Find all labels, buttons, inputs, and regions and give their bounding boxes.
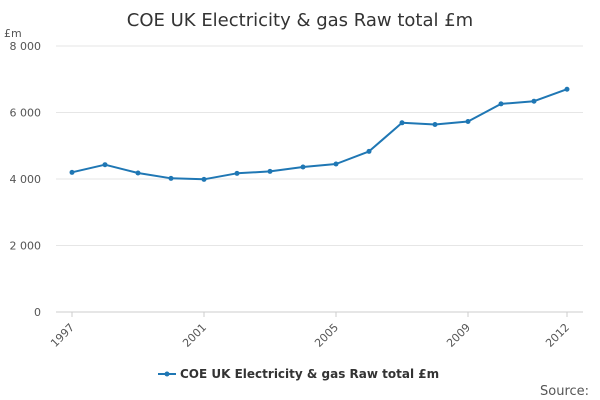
series-line[interactable] xyxy=(71,88,568,181)
legend-label: COE UK Electricity & gas Raw total £m xyxy=(180,367,439,381)
y-tick-label: 2 000 xyxy=(10,240,42,253)
data-point[interactable] xyxy=(102,162,108,168)
data-point[interactable] xyxy=(564,86,570,92)
data-point[interactable] xyxy=(366,148,372,154)
x-tick-label: 1997 xyxy=(48,321,77,350)
y-tick-label: 0 xyxy=(34,306,41,319)
legend-point-marker xyxy=(164,371,170,377)
series-layer xyxy=(69,86,570,182)
source-label: Source: xyxy=(540,384,589,399)
data-point[interactable] xyxy=(498,101,504,107)
data-point[interactable] xyxy=(234,170,240,176)
y-tick-label: 4 000 xyxy=(10,173,42,186)
y-axis-tick-labels: 0 2 000 4 000 6 000 8 000 xyxy=(10,40,42,319)
data-point[interactable] xyxy=(333,161,339,167)
data-point[interactable] xyxy=(201,176,207,182)
x-tick-label: 2009 xyxy=(444,321,473,350)
legend[interactable]: COE UK Electricity & gas Raw total £m xyxy=(158,367,439,381)
data-point[interactable] xyxy=(267,168,273,174)
data-point[interactable] xyxy=(135,170,141,176)
x-tick-label: 2005 xyxy=(312,321,341,350)
data-point[interactable] xyxy=(465,118,471,124)
data-point[interactable] xyxy=(531,98,537,104)
y-tick-label: 8 000 xyxy=(10,40,42,53)
data-point[interactable] xyxy=(399,120,405,126)
y-tick-label: 6 000 xyxy=(10,107,42,120)
chart-title: COE UK Electricity & gas Raw total £m xyxy=(127,10,473,31)
data-point[interactable] xyxy=(168,175,174,181)
x-tick-label: 2012 xyxy=(543,321,572,350)
x-axis-tick-labels: 1997 2001 2005 2009 2012 xyxy=(48,312,572,350)
gridlines xyxy=(56,45,583,313)
data-point[interactable] xyxy=(432,121,438,127)
data-point[interactable] xyxy=(300,164,306,170)
y-axis-unit-label: £m xyxy=(4,27,22,40)
x-tick-label: 2001 xyxy=(180,321,209,350)
data-point[interactable] xyxy=(69,169,75,175)
